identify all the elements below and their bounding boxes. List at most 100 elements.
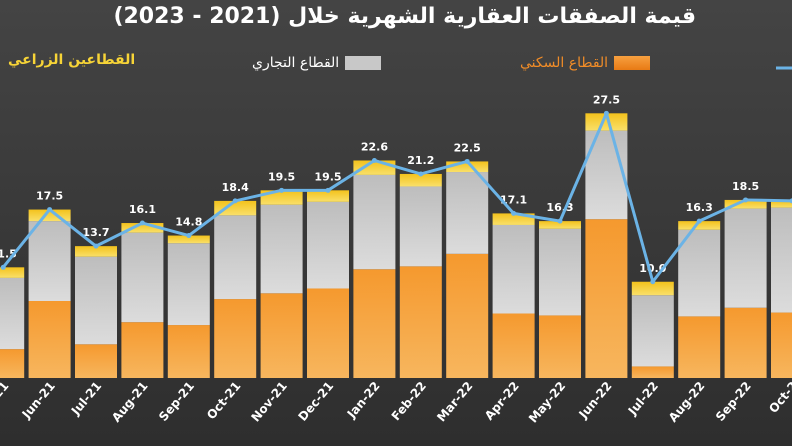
x-tick-label: -21	[0, 379, 11, 405]
bar-residential	[492, 313, 535, 378]
bar-commercial	[121, 232, 164, 323]
data-label: 13.7	[82, 226, 109, 239]
bar-residential	[771, 312, 792, 378]
bar-commercial	[492, 224, 535, 314]
bar-agricultural	[0, 267, 25, 278]
bar-agricultural	[121, 223, 164, 233]
data-label: 17.1	[500, 193, 527, 206]
bar-residential	[167, 325, 210, 378]
bar-agricultural	[167, 235, 210, 244]
data-label: 17.5	[36, 190, 63, 203]
bar-residential	[0, 349, 25, 378]
x-tick-label: Aug-21	[109, 379, 151, 425]
bar-residential	[631, 366, 674, 378]
bar-agricultural	[492, 213, 535, 225]
x-tick-label: Sep-21	[156, 379, 197, 424]
bar-commercial	[678, 229, 721, 317]
line-point	[186, 233, 192, 239]
legend-item-residential: القطاع السكني	[520, 55, 651, 71]
x-tick-label: Jul-22	[625, 379, 661, 418]
bar-commercial	[539, 228, 581, 316]
x-tick-label: Jul-21	[68, 379, 104, 418]
bar-commercial	[771, 207, 792, 313]
bar-commercial	[167, 243, 210, 326]
bar-residential	[28, 301, 71, 378]
data-label: 16.3	[686, 201, 713, 214]
bar-agricultural	[724, 199, 767, 209]
bar-commercial	[28, 221, 71, 301]
x-tick-label: Jan-22	[344, 379, 383, 422]
line-point	[232, 198, 238, 204]
data-label: 18.5	[732, 180, 759, 193]
bar-agricultural	[399, 173, 442, 187]
bar-agricultural	[446, 161, 489, 173]
bar-residential	[399, 266, 442, 378]
line-point	[0, 264, 6, 270]
line-point	[279, 187, 285, 193]
x-tick-label: Oct-21	[204, 379, 243, 422]
bar-agricultural	[307, 190, 349, 202]
line-point	[650, 279, 656, 285]
bar-agricultural	[214, 200, 257, 216]
data-label: 19.5	[314, 170, 341, 183]
legend-line-sample	[776, 66, 792, 70]
bar-residential	[585, 219, 628, 378]
line-point	[139, 220, 145, 226]
x-tick-label: Jun-22	[576, 379, 615, 422]
x-tick-label: Apr-22	[482, 379, 522, 423]
bar-agricultural	[771, 200, 792, 208]
chart-title: قيمة الصفقات العقارية الشهرية خلال (2021…	[113, 4, 696, 29]
bar-agricultural	[631, 281, 674, 296]
x-tick-label: Mar-22	[434, 379, 475, 424]
data-label: 27.5	[593, 93, 620, 106]
bar-commercial	[353, 174, 396, 270]
bar-agricultural	[678, 221, 721, 230]
bar-residential	[75, 344, 117, 378]
bar-commercial	[399, 186, 442, 267]
line-point	[325, 187, 331, 193]
legend-item-commercial: القطاع التجاري	[252, 55, 382, 71]
data-label: 16.1	[129, 203, 156, 216]
line-point	[47, 207, 53, 213]
bar-residential	[121, 322, 164, 378]
legend-item-agricultural: القطاعين الزراعي	[8, 52, 135, 68]
bar-residential	[678, 316, 721, 378]
line-point	[557, 218, 563, 224]
x-tick-label: Nov-21	[248, 379, 289, 425]
bar-commercial	[307, 201, 349, 289]
line-point	[696, 218, 702, 224]
bar-commercial	[631, 295, 674, 367]
line-point	[743, 197, 749, 203]
line-point	[418, 171, 424, 177]
data-label: 22.5	[454, 141, 481, 154]
x-tick-label: May-22	[526, 379, 568, 426]
legend-swatch-residential	[614, 56, 651, 70]
bar-residential	[724, 307, 767, 378]
data-label: 14.8	[175, 216, 202, 229]
legend-swatch-commercial	[345, 56, 382, 70]
line-point	[603, 110, 609, 116]
data-label: 16.3	[546, 201, 573, 214]
bar-commercial	[214, 215, 257, 300]
bar-agricultural	[75, 246, 117, 257]
bar-commercial	[260, 204, 303, 294]
bar-commercial	[75, 256, 117, 345]
bar-residential	[260, 293, 303, 378]
line-point	[511, 210, 517, 216]
legend-label-agricultural: القطاعين الزراعي	[8, 52, 136, 68]
bar-residential	[214, 299, 257, 378]
data-label: 19.5	[268, 170, 295, 183]
x-tick-label: Oct-2	[766, 379, 792, 416]
legend-label-residential: القطاع السكني	[520, 55, 609, 71]
x-tick-label: Jun-21	[19, 379, 58, 422]
bar-agricultural	[28, 209, 71, 222]
x-tick-label: Sep-22	[713, 379, 754, 424]
bar-agricultural	[585, 113, 628, 131]
legend-label-commercial: القطاع التجاري	[252, 55, 340, 71]
bar-agricultural	[539, 221, 581, 229]
bar-residential	[307, 288, 349, 378]
bar-residential	[446, 253, 489, 378]
bar-residential	[539, 315, 581, 378]
bar-residential	[353, 269, 396, 378]
